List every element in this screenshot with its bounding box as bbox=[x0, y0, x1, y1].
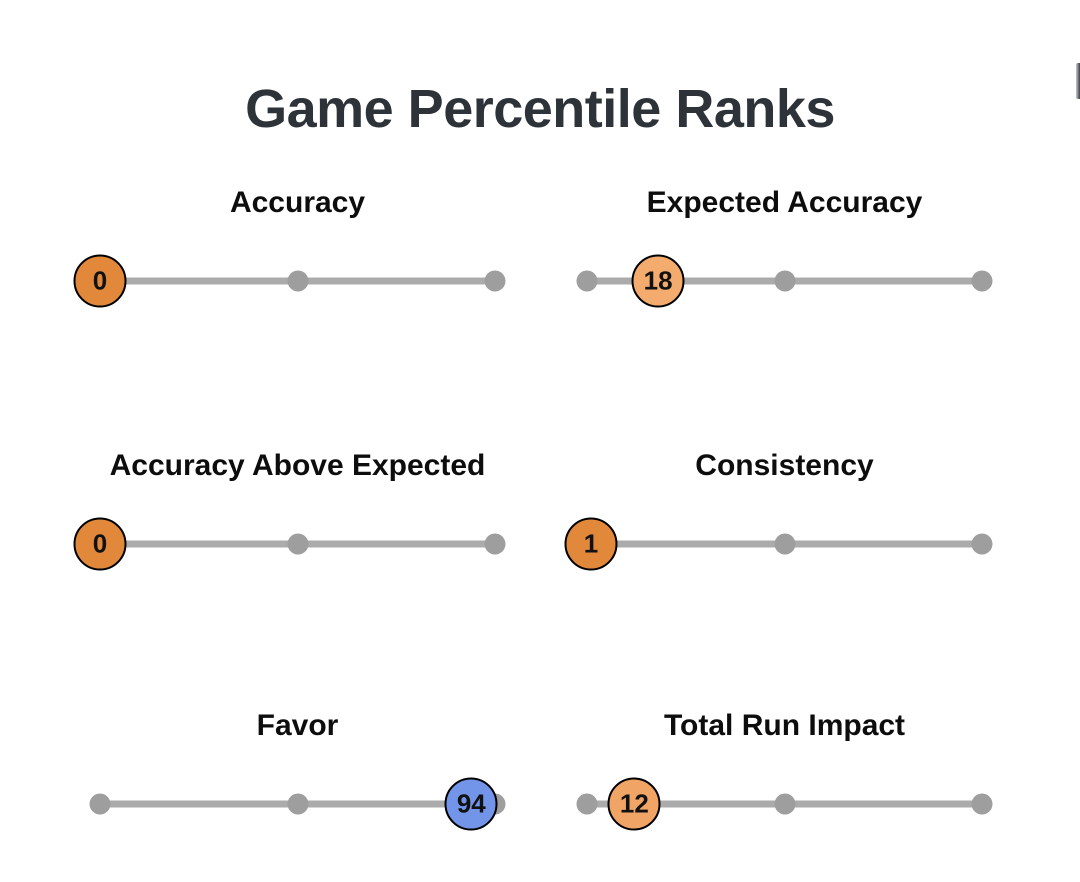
percentile-slider: 0 bbox=[73, 254, 506, 308]
slider-dot-start bbox=[576, 793, 598, 815]
stat-favor: Favor 94 bbox=[89, 707, 506, 831]
stat-label: Consistency bbox=[695, 449, 874, 482]
slider-dot-mid bbox=[774, 533, 795, 555]
stat-label: Favor bbox=[256, 709, 339, 742]
slider-dot-end bbox=[971, 533, 993, 555]
stat-label: Accuracy bbox=[229, 186, 366, 219]
slider-dot-mid bbox=[287, 270, 308, 292]
clipped-adjacent-title-glyph bbox=[1076, 63, 1080, 99]
page-title: Game Percentile Ranks bbox=[245, 79, 835, 140]
stat-label: Total Run Impact bbox=[663, 709, 906, 742]
stat-expected-accuracy: Expected Accuracy 18 bbox=[576, 184, 993, 308]
slider-dot-start bbox=[576, 270, 598, 292]
percentile-bubble[interactable]: 1 bbox=[564, 517, 618, 571]
percentile-bubble[interactable]: 12 bbox=[607, 777, 661, 831]
stat-label: Expected Accuracy bbox=[646, 186, 923, 219]
slider-dot-start bbox=[89, 793, 111, 815]
stat-total-run-impact: Total Run Impact 12 bbox=[576, 707, 993, 831]
percentile-bubble[interactable]: 18 bbox=[631, 254, 685, 308]
slider-dot-end bbox=[484, 270, 506, 292]
percentile-bubble[interactable]: 94 bbox=[444, 777, 498, 831]
stat-consistency: Consistency 1 bbox=[564, 447, 993, 571]
slider-dot-end bbox=[484, 533, 506, 555]
stat-accuracy: Accuracy 0 bbox=[73, 184, 506, 308]
slider-dot-mid bbox=[774, 270, 795, 292]
stat-label: Accuracy Above Expected bbox=[109, 449, 486, 482]
slider-dot-end bbox=[971, 270, 993, 292]
percentile-slider: 18 bbox=[576, 254, 993, 308]
percentile-bubble[interactable]: 0 bbox=[73, 517, 127, 571]
percentile-slider: 1 bbox=[564, 517, 993, 571]
percentile-bubble[interactable]: 0 bbox=[73, 254, 127, 308]
slider-dot-mid bbox=[287, 533, 308, 555]
slider-dot-end bbox=[971, 793, 993, 815]
slider-dot-mid bbox=[287, 793, 308, 815]
stat-accuracy-above-expected: Accuracy Above Expected 0 bbox=[73, 447, 506, 571]
slider-dot-mid bbox=[774, 793, 795, 815]
percentile-slider: 94 bbox=[89, 777, 506, 831]
percentile-slider: 0 bbox=[73, 517, 506, 571]
percentile-slider: 12 bbox=[576, 777, 993, 831]
